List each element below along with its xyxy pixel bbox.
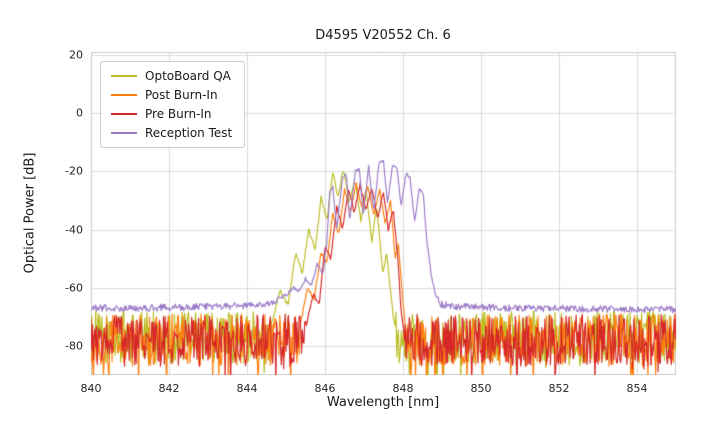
x-tick-label: 850 (470, 382, 492, 395)
x-tick-label: 852 (548, 382, 570, 395)
legend-label: OptoBoard QA (145, 69, 231, 83)
x-axis-label: Wavelength [nm] (326, 395, 440, 410)
legend-item-reception-test: Reception Test (111, 126, 232, 140)
legend-label: Pre Burn-In (145, 107, 212, 121)
legend: OptoBoard QA Post Burn-In Pre Burn-In Re… (100, 61, 246, 148)
x-tick-label: 846 (314, 382, 336, 395)
x-tick-label: 842 (158, 382, 180, 395)
x-tick-label: 848 (392, 382, 414, 395)
legend-item-optoboard-qa: OptoBoard QA (111, 69, 232, 83)
legend-label: Post Burn-In (145, 88, 218, 102)
y-tick-label: -60 (65, 281, 83, 295)
x-tick-label: 844 (236, 382, 258, 395)
y-axis-label: Optical Power [dB] (22, 152, 38, 274)
legend-item-post-burn-in: Post Burn-In (111, 88, 232, 102)
x-tick-label: 854 (626, 382, 648, 395)
y-tick-label: 0 (76, 106, 83, 120)
y-tick-label: -40 (65, 223, 83, 236)
legend-swatch-reception-test (111, 132, 137, 134)
x-tick-label: 840 (80, 382, 102, 395)
legend-swatch-pre-burn-in (111, 113, 137, 115)
legend-label: Reception Test (145, 126, 233, 140)
y-tick-label: 20 (69, 48, 83, 62)
legend-swatch-optoboard-qa (111, 75, 137, 77)
legend-swatch-post-burn-in (111, 94, 137, 96)
chart-title: D4595 V20552 Ch. 6 (315, 28, 451, 43)
y-tick-label: -20 (65, 164, 83, 178)
legend-item-pre-burn-in: Pre Burn-In (111, 107, 232, 121)
y-tick-label: -80 (65, 339, 83, 353)
